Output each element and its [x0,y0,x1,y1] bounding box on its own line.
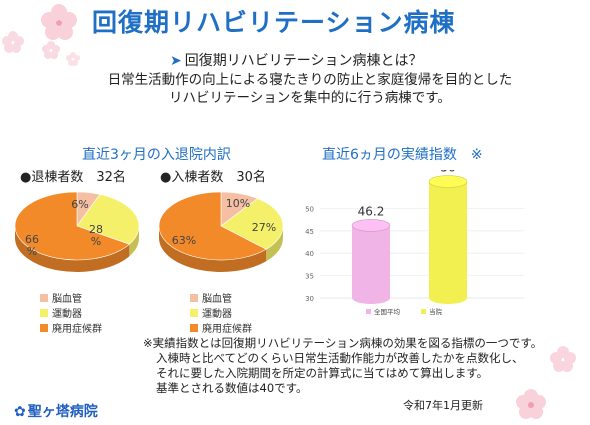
page-title: 回復期リハビリテーション病棟 [92,8,456,37]
bar-legend-label: 全国平均 [374,307,401,316]
legend-swatch [40,308,48,317]
legend-swatch [40,323,48,332]
pie-slice [158,191,267,261]
legend-item-disuse: 廃用症候群 [40,320,102,335]
y-tick-label: 35 [305,273,314,281]
pie-slice [76,194,140,245]
subtitle: ➤ 回復期リハビリテーション病棟とは？ [170,50,422,70]
bar [428,175,468,304]
legend-swatch [190,323,198,332]
discharge-pie-chart: 6%28 % 66% [14,191,140,272]
bar [351,219,391,304]
discharge-count: ●退棟者数 32名 [20,170,126,185]
legend-label: 運動器 [52,309,82,320]
legend-item-cerebro: 脳血管 [190,290,252,305]
right-section-title: 直近6ヵ月の実績指数 ※ [322,147,483,163]
hospital-name-text: 聖ヶ塔病院 [27,404,98,420]
y-tick-label: 50 [305,205,314,213]
bar-data-label: 56 [440,170,455,175]
legend-item-motor: 運動器 [190,305,252,320]
pie-slice-side [15,226,130,272]
performance-bar-chart: 30 35 40 45 50 46.2 56 全国平均 当院 [305,170,524,316]
hospital-name: ✿ 聖ヶ塔病院 [14,401,98,421]
y-tick-label: 40 [305,250,314,258]
pie-data-label: 28% [89,223,103,248]
footnote-line: 入棟時と比べてどのくらい日常生活動作能力が改善したかを点数化し、 [156,351,524,365]
sakura-blossom-icon [550,346,576,372]
bar-legend-label: 当院 [429,307,443,316]
admission-legend: 脳血管 運動器 廃用症候群 [190,290,252,335]
description-line: 日常生活動作の向上による寝たきりの防止と家庭復帰を目的とした [107,72,513,88]
legend-label: 運動器 [202,309,232,320]
footnote-line: 基準とされる数値は40です。 [156,381,308,395]
pie-slice [220,198,284,250]
legend-item-cerebro: 脳血管 [40,290,102,305]
legend-label: 廃用症候群 [52,324,102,335]
y-tick-label: 30 [305,295,314,303]
sakura-blossom-icon [42,41,60,59]
legend-swatch [40,293,48,302]
admission-count: ●入棟者数 30名 [160,170,266,185]
legend-label: 廃用症候群 [202,324,252,335]
pie-slice-side [266,226,283,262]
arrow-icon: ➤ [170,53,182,69]
sakura-blossom-icon [516,389,546,419]
pie-data-label: 10% [226,197,250,210]
legend-swatch [190,293,198,302]
y-tick-label: 45 [305,228,314,236]
footnote-line: ※実績指数とは回復期リハビリテーション病棟の効果を図る指標の一つです。 [143,336,543,350]
pie-slice [14,191,130,261]
pie-data-label: 6% [71,198,88,211]
legend-label: 脳血管 [52,294,82,305]
description-line: リハビリテーションを集中的に行う病棟です。 [169,90,451,106]
update-date: 令和7年1月更新 [403,399,483,412]
sakura-blossom-icon [66,52,80,66]
hospital-logo-icon: ✿ [14,404,26,420]
pie-slice-side [159,226,267,272]
admission-pie-chart: 10%27% 63% [158,191,284,272]
pie-data-label: 27% [252,221,276,234]
sakura-blossom-icon [41,4,77,40]
pie-slice-side [129,226,139,257]
legend-swatch [190,308,198,317]
legend-item-disuse: 廃用症候群 [190,320,252,335]
legend-label: 脳血管 [202,294,232,305]
bar-data-label: 46.2 [358,204,385,218]
pie-data-label: 63% [172,234,196,247]
sakura-blossom-icon [2,31,24,53]
pie-data-label: 66% [25,233,39,258]
legend-item-motor: 運動器 [40,305,102,320]
discharge-legend: 脳血管 運動器 廃用症候群 [40,290,102,335]
footnote-line: それに要した入院期間を所定の計算式に当てはめて算出します。 [156,366,489,380]
subtitle-text: 回復期リハビリテーション病棟とは？ [184,53,423,69]
left-section-title: 直近3ヶ月の入退院内訳 [82,147,231,163]
legend-swatch [366,309,371,314]
description: 日常生活動作の向上による寝たきりの防止と家庭復帰を目的とした リハビリテーション… [90,71,530,107]
legend-swatch [421,309,426,314]
footnote: ※実績指数とは回復期リハビリテーション病棟の効果を図る指標の一つです。 入棟時と… [143,336,563,396]
